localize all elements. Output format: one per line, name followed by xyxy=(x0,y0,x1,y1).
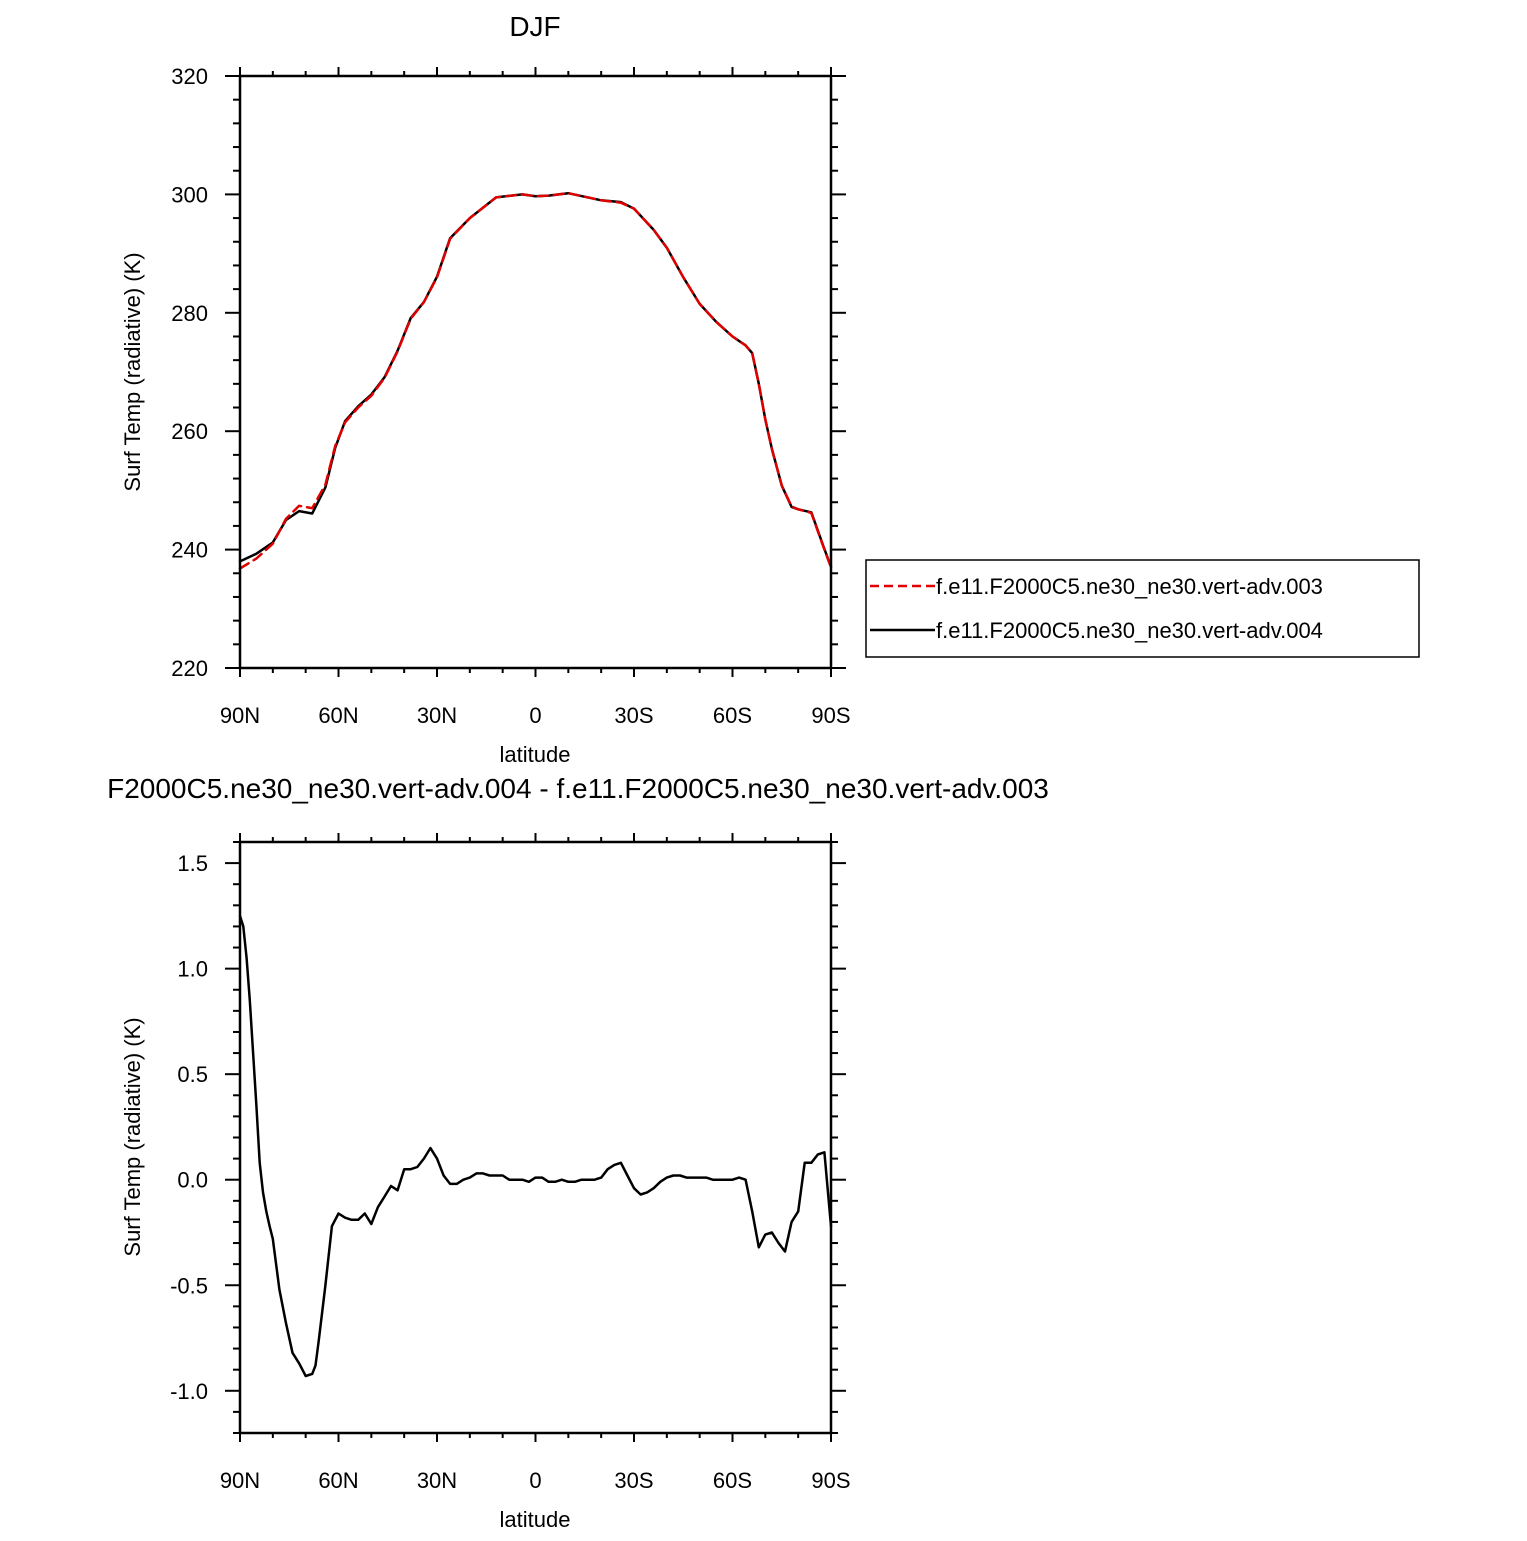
y-tick-label: 220 xyxy=(171,656,208,681)
x-tick-label: 90S xyxy=(811,1468,850,1493)
x-tick-label: 30N xyxy=(417,703,457,728)
y-tick-label: 1.0 xyxy=(177,957,208,982)
y-tick-label: 1.5 xyxy=(177,851,208,876)
bottom-chart-x-axis-title: latitude xyxy=(500,1507,571,1532)
x-tick-label: 90N xyxy=(220,1468,260,1493)
y-tick-label: 0.5 xyxy=(177,1062,208,1087)
bottom-chart-plot-frame xyxy=(238,840,833,1435)
x-tick-label: 30S xyxy=(614,1468,653,1493)
x-tick-label: 60S xyxy=(713,1468,752,1493)
top-chart-series-line-0 xyxy=(238,191,833,570)
y-tick-label: 240 xyxy=(171,538,208,563)
top-chart-legend: f.e11.F2000C5.ne30_ne30.vert-adv.003 f.e… xyxy=(865,559,1420,658)
y-tick-label: 280 xyxy=(171,301,208,326)
x-tick-label: 30N xyxy=(417,1468,457,1493)
x-tick-label: 90N xyxy=(220,703,260,728)
y-tick-label: -1.0 xyxy=(170,1379,208,1404)
bottom-chart-title: F2000C5.ne30_ne30.vert-adv.004 - f.e11.F… xyxy=(107,773,1049,804)
y-tick-label: 260 xyxy=(171,419,208,444)
top-chart: DJF 90N 60N 30N 0 30S 60S 90S 220 240 260 280 300 32… xyxy=(120,11,1420,767)
y-tick-label: 320 xyxy=(171,64,208,89)
top-chart-series-line-1 xyxy=(238,191,833,569)
x-tick-label: 0 xyxy=(529,1468,541,1493)
bottom-chart: F2000C5.ne30_ne30.vert-adv.004 - f.e11.F… xyxy=(107,773,1049,1532)
top-chart-x-axis-title: latitude xyxy=(500,742,571,767)
top-chart-y-axis-title: Surf Temp (radiative) (K) xyxy=(120,252,145,491)
top-chart-title: DJF xyxy=(509,11,560,42)
x-tick-label: 0 xyxy=(529,703,541,728)
x-tick-label: 60S xyxy=(713,703,752,728)
x-tick-label: 60N xyxy=(318,1468,358,1493)
y-tick-label: -0.5 xyxy=(170,1273,208,1298)
legend-label-003: f.e11.F2000C5.ne30_ne30.vert-adv.003 xyxy=(936,574,1323,599)
bottom-chart-y-axis-title: Surf Temp (radiative) (K) xyxy=(120,1017,145,1256)
x-tick-label: 30S xyxy=(614,703,653,728)
x-tick-label: 60N xyxy=(318,703,358,728)
x-tick-label: 90S xyxy=(811,703,850,728)
bottom-chart-ticks: 90N 60N 30N 0 30S 60S 90S -1.0 -0.5 0.0 0.5 1.0 1.5 xyxy=(170,833,851,1493)
top-chart-ticks: 90N 60N 30N 0 30S 60S 90S 220 240 260 280 300 320 xyxy=(171,64,850,728)
bottom-chart-series-group xyxy=(238,914,833,1378)
top-chart-plot-frame xyxy=(238,74,833,670)
legend-label-004: f.e11.F2000C5.ne30_ne30.vert-adv.004 xyxy=(936,618,1323,643)
y-tick-label: 300 xyxy=(171,182,208,207)
y-tick-label: 0.0 xyxy=(177,1168,208,1193)
bottom-chart-series-line-0 xyxy=(238,914,833,1378)
legend-frame xyxy=(865,559,1420,658)
top-chart-series-group xyxy=(238,191,833,570)
